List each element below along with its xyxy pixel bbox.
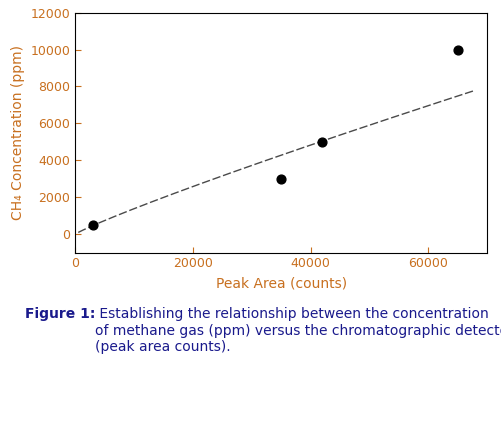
Y-axis label: CH₄ Concentration (ppm): CH₄ Concentration (ppm) <box>11 45 25 220</box>
Text: Figure 1:: Figure 1: <box>25 307 95 321</box>
Point <box>277 176 285 182</box>
Point <box>318 139 326 145</box>
Text: Establishing the relationship between the concentration
of methane gas (ppm) ver: Establishing the relationship between th… <box>95 307 501 354</box>
Point <box>89 221 97 228</box>
Point <box>452 46 460 53</box>
X-axis label: Peak Area (counts): Peak Area (counts) <box>215 276 346 290</box>
